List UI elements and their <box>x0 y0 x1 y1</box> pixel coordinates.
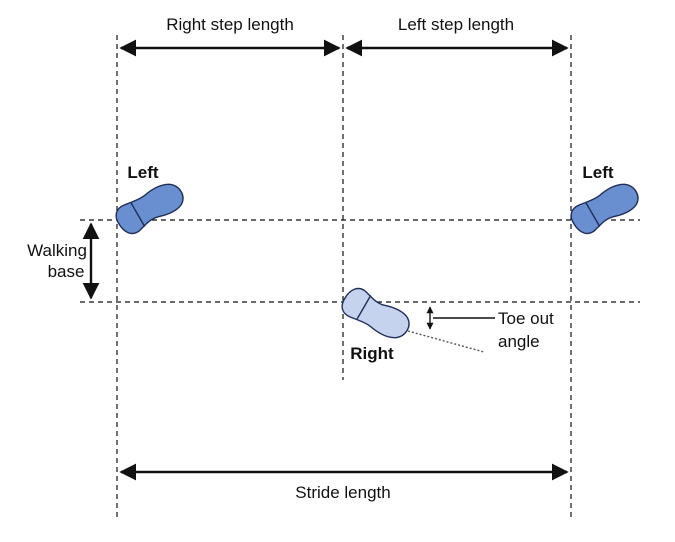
left-foot-label-second: Left <box>582 163 614 182</box>
right-foot-label: Right <box>350 344 394 363</box>
left-foot-label-first: Left <box>127 163 159 182</box>
stride-length-label: Stride length <box>295 483 390 502</box>
left-foot-first <box>115 183 184 235</box>
walking-base-label-line1: Walking <box>27 241 87 260</box>
right-step-length-label: Right step length <box>166 15 294 34</box>
toe-out-label-line1: Toe out <box>498 309 554 328</box>
left-foot-second <box>570 183 639 235</box>
toe-out-label-line2: angle <box>498 332 540 351</box>
walking-base-label-line2: base <box>48 262 85 281</box>
toe-out-direction-line <box>407 330 485 353</box>
right-foot <box>341 287 410 339</box>
left-step-length-label: Left step length <box>398 15 514 34</box>
